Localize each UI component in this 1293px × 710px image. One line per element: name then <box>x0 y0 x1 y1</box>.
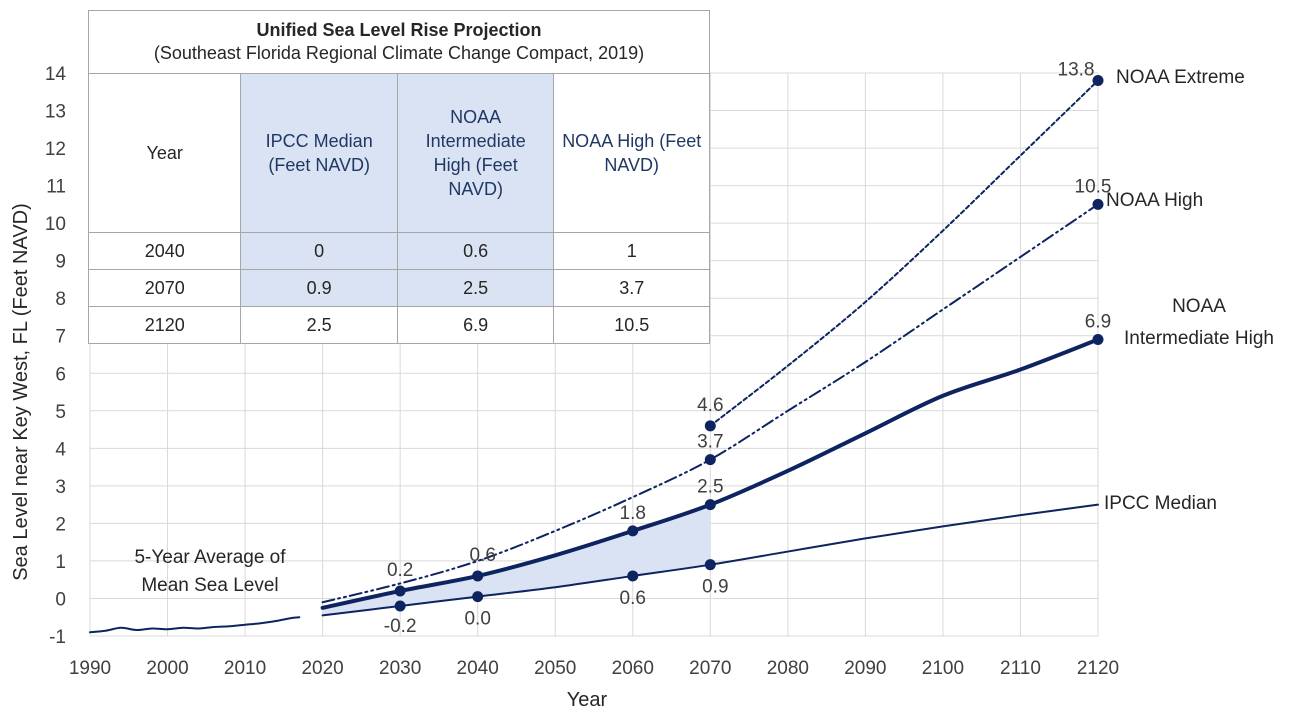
x-tick-label: 2040 <box>457 658 499 679</box>
table-header-ipcc: IPCC Median (Feet NAVD) <box>240 73 398 233</box>
data-point <box>627 525 639 537</box>
y-tick-label: 3 <box>55 477 66 498</box>
table-row: 2120 2.5 6.9 10.5 <box>87 306 710 344</box>
data-label: 0.9 <box>702 577 728 598</box>
x-tick-label: 2100 <box>922 658 964 679</box>
table-cell: 2040 <box>87 232 242 270</box>
data-point <box>472 591 484 603</box>
x-tick-label: 2120 <box>1077 658 1119 679</box>
x-axis-title: Year <box>567 689 608 710</box>
projection-table: Unified Sea Level Rise Projection (South… <box>87 10 710 344</box>
y-tick-label: 1 <box>55 552 66 573</box>
y-tick-label: 11 <box>46 177 66 198</box>
table-cell: 6.9 <box>396 306 555 344</box>
data-point <box>704 499 716 511</box>
y-tick-label: 0 <box>55 589 66 610</box>
data-label: 2.5 <box>697 477 723 498</box>
data-label: -0.2 <box>384 616 417 637</box>
table-cell: 2070 <box>87 269 242 307</box>
table-cell: 3.7 <box>553 269 710 307</box>
y-tick-label: 5 <box>55 402 66 423</box>
data-markers <box>394 75 1104 612</box>
series-label-noaa-extreme: NOAA Extreme <box>1116 67 1245 88</box>
data-label: 13.8 <box>1058 60 1095 81</box>
table-cell: 2.5 <box>396 269 555 307</box>
table-cell: 2.5 <box>240 306 398 344</box>
x-tick-label: 2010 <box>224 658 266 679</box>
series-line-noaa-extreme <box>709 79 1099 427</box>
data-label: 6.9 <box>1085 311 1111 332</box>
y-tick-label: 10 <box>45 214 66 235</box>
series-label-intermediate-high: NOAA <box>1172 296 1226 317</box>
y-tick-label: 2 <box>55 514 66 535</box>
table-cell: 0.6 <box>396 232 555 270</box>
data-point <box>704 559 716 571</box>
data-point <box>1092 198 1104 210</box>
data-label: 0.6 <box>620 588 646 609</box>
y-tick-label: 14 <box>45 64 67 85</box>
x-tick-label: 2090 <box>844 658 886 679</box>
x-tick-label: 2060 <box>612 658 654 679</box>
data-point <box>394 600 406 612</box>
data-point <box>1092 333 1104 345</box>
table-cell: 10.5 <box>553 306 710 344</box>
y-axis-title: Sea Level near Key West, FL (Feet NAVD) <box>10 203 32 581</box>
series-label-intermediate-high: Intermediate High <box>1124 328 1274 349</box>
data-label: 3.7 <box>697 432 723 453</box>
series-label-ipcc-median: IPCC Median <box>1104 493 1217 514</box>
x-tick-label: 2070 <box>689 658 731 679</box>
y-tick-label: 4 <box>55 439 66 460</box>
series-label-historical: 5-Year Average of <box>134 547 286 568</box>
x-tick-label: 2000 <box>146 658 188 679</box>
series-line-5-year-average-of-mean-sea-level <box>89 616 301 634</box>
data-label: 0.6 <box>469 545 495 566</box>
x-tick-label: 2080 <box>767 658 809 679</box>
x-tick-label: 2030 <box>379 658 421 679</box>
data-label: 1.8 <box>620 503 646 524</box>
table-row: 2070 0.9 2.5 3.7 <box>87 269 710 307</box>
table-cell: 0 <box>240 232 398 270</box>
data-label: 10.5 <box>1075 176 1112 197</box>
y-tick-label: 7 <box>55 327 66 348</box>
data-point <box>704 454 716 466</box>
table-cell: 1 <box>553 232 710 270</box>
y-tick-label: 13 <box>45 102 66 123</box>
table-header-year: Year <box>87 73 242 233</box>
data-point <box>394 585 406 597</box>
table-cell: 0.9 <box>240 269 398 307</box>
y-tick-label: 12 <box>45 139 66 160</box>
x-tick-label: 2020 <box>301 658 343 679</box>
data-point <box>704 420 716 432</box>
data-point <box>627 570 639 582</box>
data-label: 0.0 <box>464 609 490 630</box>
data-label: 0.2 <box>387 560 413 581</box>
table-title: Unified Sea Level Rise Projection <box>256 20 542 40</box>
x-tick-label: 1990 <box>69 658 111 679</box>
annotation-labels: -0.2 0.00.60.90.20.61.82.56.93.710.54.613… <box>134 60 1274 637</box>
x-tick-label: 2110 <box>1000 658 1041 679</box>
y-tick-label: -1 <box>49 627 66 648</box>
table-title-cell: Unified Sea Level Rise Projection (South… <box>88 10 710 74</box>
data-point <box>472 570 484 582</box>
y-tick-label: 9 <box>55 252 66 273</box>
series-label-historical: Mean Sea Level <box>141 575 278 596</box>
x-tick-label: 2050 <box>534 658 576 679</box>
data-label: 4.6 <box>697 395 723 416</box>
table-header-noaa-high: NOAA High (Feet NAVD) <box>553 73 710 233</box>
table-subtitle: (Southeast Florida Regional Climate Chan… <box>153 43 645 63</box>
table-header-noaa-intermediate-high: NOAA Intermediate High (Feet NAVD) <box>396 73 555 233</box>
data-point <box>1092 75 1104 87</box>
y-tick-label: 8 <box>55 289 66 310</box>
table-cell: 2120 <box>87 306 242 344</box>
table-row: 2040 0 0.6 1 <box>87 232 710 270</box>
series-label-noaa-high: NOAA High <box>1106 190 1203 211</box>
y-tick-label: 6 <box>55 364 66 385</box>
